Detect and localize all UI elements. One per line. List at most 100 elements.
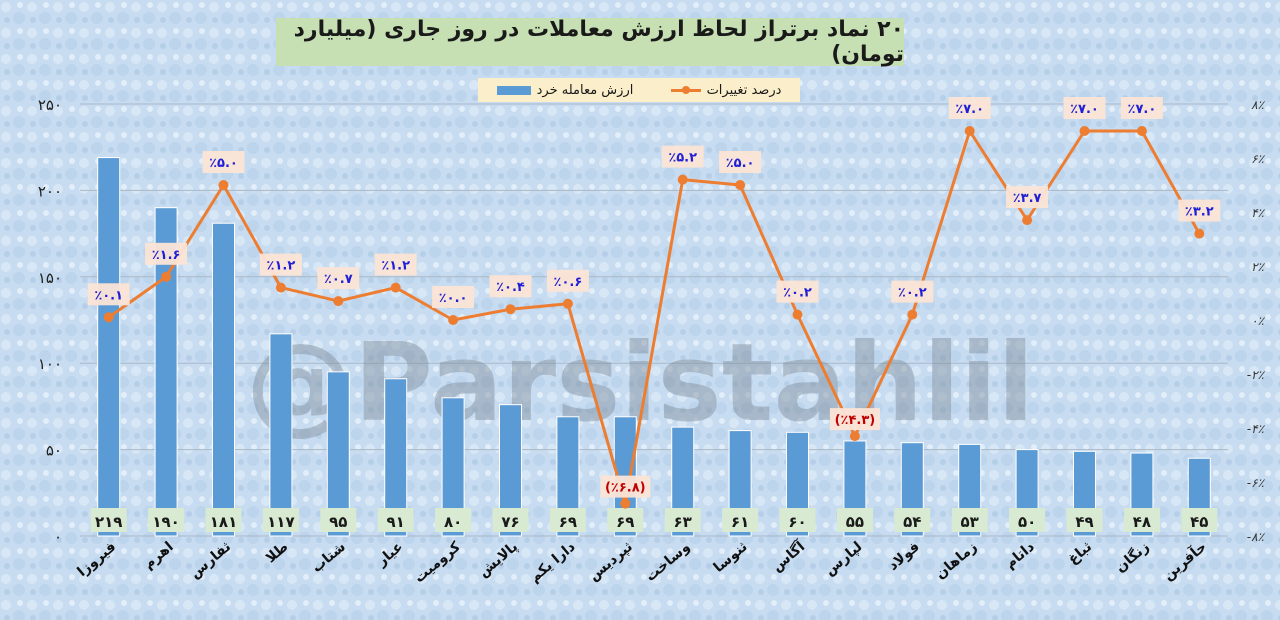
x-tick-label: اهرم [141, 539, 177, 573]
x-tick-label: ثباغ [1065, 539, 1095, 568]
y2-tick-label: -۴٪ [1247, 422, 1266, 436]
percent-point [333, 296, 344, 307]
bar-label-box [492, 508, 529, 532]
bar-value-label: ۹۵ [329, 513, 347, 531]
percent-label: ٪۷.۰ [1128, 102, 1157, 117]
bar-value-label: ۵۰ [1018, 513, 1036, 531]
percent-label-box [145, 242, 188, 265]
percent-label: ٪۰.۰ [439, 291, 468, 306]
percent-point [1194, 228, 1205, 239]
percent-label: ٪۳.۲ [1185, 205, 1214, 220]
y-tick-label: ۲۰۰ [38, 182, 62, 200]
bar-value-label: ۱۹۰ [152, 513, 179, 531]
percent-label-box [489, 275, 532, 298]
bar-label-box [951, 508, 988, 532]
bar-value-label: ۵۵ [846, 513, 864, 531]
x-tick-label: پالایش [476, 539, 522, 581]
percent-point [964, 126, 975, 136]
x-tick-label: طلا [263, 539, 292, 567]
y-tick-label: ۱۵۰ [38, 269, 62, 287]
percent-point [677, 174, 688, 185]
x-tick-label: دارا یکم [527, 539, 579, 586]
legend-item-line: درصد تغییرات [670, 82, 782, 98]
bar-value-label: ۲۱۹ [95, 513, 122, 531]
percent-label-box [829, 408, 880, 431]
bar-value-label: ۸۰ [444, 513, 462, 531]
percent-label-box [661, 145, 704, 168]
percent-label: ٪۵.۰ [726, 156, 755, 171]
y-tick-label: ۵۰ [46, 442, 62, 460]
percent-label: ٪۰.۱ [94, 288, 123, 303]
percent-label: ٪۰.۷ [324, 272, 353, 287]
percent-label: ٪۱.۶ [152, 248, 181, 263]
percent-label-box [1063, 97, 1106, 119]
percent-point [103, 312, 114, 323]
percent-label: ٪۱.۲ [381, 259, 410, 274]
x-tick-label: ثپردیس [586, 539, 636, 585]
y2-tick-label: -۸٪ [1247, 530, 1266, 544]
bar-value-label: ۱۸۱ [210, 513, 237, 531]
x-tick-label: فولاد [885, 539, 923, 574]
percent-label: ٪۰.۴ [496, 280, 525, 295]
percent-point [792, 309, 803, 320]
x-tick-label: زماهان [933, 539, 981, 583]
bar-label-box [779, 508, 816, 532]
x-tick-label: کرومیت [411, 538, 464, 586]
percent-label: ٪۵.۲ [668, 151, 697, 166]
y-tick-label: ۰ [54, 528, 62, 546]
bar-label-box [320, 508, 357, 532]
bar-value-label: ۱۱۷ [267, 513, 294, 531]
percent-point [907, 309, 918, 320]
bar-label-box [205, 508, 242, 532]
percent-point [1022, 215, 1033, 226]
bar-label-box [1009, 508, 1046, 532]
x-tick-label: فیروزا [74, 539, 119, 580]
percent-label: ٪۷.۰ [1070, 102, 1099, 117]
percent-label: ٪۱.۲ [267, 259, 296, 274]
bar [499, 404, 522, 537]
legend-item-bar: ارزش معامله خرد [496, 83, 633, 98]
percent-point [1079, 126, 1090, 136]
percent-line [103, 126, 1205, 509]
bar-value-label: ۴۸ [1133, 513, 1151, 531]
bar-label-box [894, 508, 931, 532]
percent-label-box [1178, 199, 1221, 222]
bar-label-box [549, 508, 586, 532]
percent-label-box [259, 253, 302, 276]
legend-line-label: درصد تغییرات [706, 82, 782, 98]
x-tick-label: ثنوسا [711, 539, 751, 576]
bar [326, 371, 350, 537]
y2-tick-label: -۲٪ [1247, 368, 1266, 382]
chart-title-text: ۲۰ نماد برتراز لحاظ ارزش معاملات در روز … [293, 17, 904, 67]
bar-label-box [836, 508, 873, 532]
x-tick-label: عیار [373, 539, 406, 570]
percent-label: ٪۳.۷ [1013, 191, 1042, 206]
percent-label: (٪۴.۳) [835, 413, 876, 428]
bar [97, 157, 121, 537]
y2-tick-label: ۴٪ [1251, 206, 1265, 220]
percent-label-box [1006, 186, 1049, 209]
percent-label: ٪۷.۰ [955, 102, 984, 117]
bar [154, 207, 178, 537]
bar-value-label: ۶۱ [731, 513, 749, 531]
legend: درصد تغییرات ارزش معامله خرد [478, 78, 800, 102]
x-tick-label: داتام [1002, 539, 1037, 572]
bar-label-box [607, 508, 644, 532]
bar-value-label: ۶۹ [559, 513, 577, 531]
percent-label: (٪۶.۸) [605, 481, 646, 496]
x-axis: فیروزا اهرم ثفارس طلا شتاب عیار کرومیت پالایش دا… [74, 537, 1209, 587]
legend-line-swatch [670, 85, 701, 94]
percent-point [562, 298, 573, 309]
legend-bar-swatch [496, 85, 531, 95]
percent-label: ٪۰.۲ [783, 286, 812, 301]
bar-label-box [377, 508, 414, 532]
y-axis-right: ۸٪ ۶٪ ۴٪ ۲٪ ۰٪ -۲٪ -۴٪ -۶٪ -۸٪ [1247, 98, 1266, 544]
percent-label-box [891, 280, 934, 303]
percent-point [505, 304, 516, 315]
x-tick-label: وساخت [643, 539, 694, 585]
percent-label-box [776, 280, 819, 303]
percent-label-box [948, 97, 991, 119]
bar-label-box [664, 508, 701, 532]
percent-label-box [1120, 97, 1163, 119]
